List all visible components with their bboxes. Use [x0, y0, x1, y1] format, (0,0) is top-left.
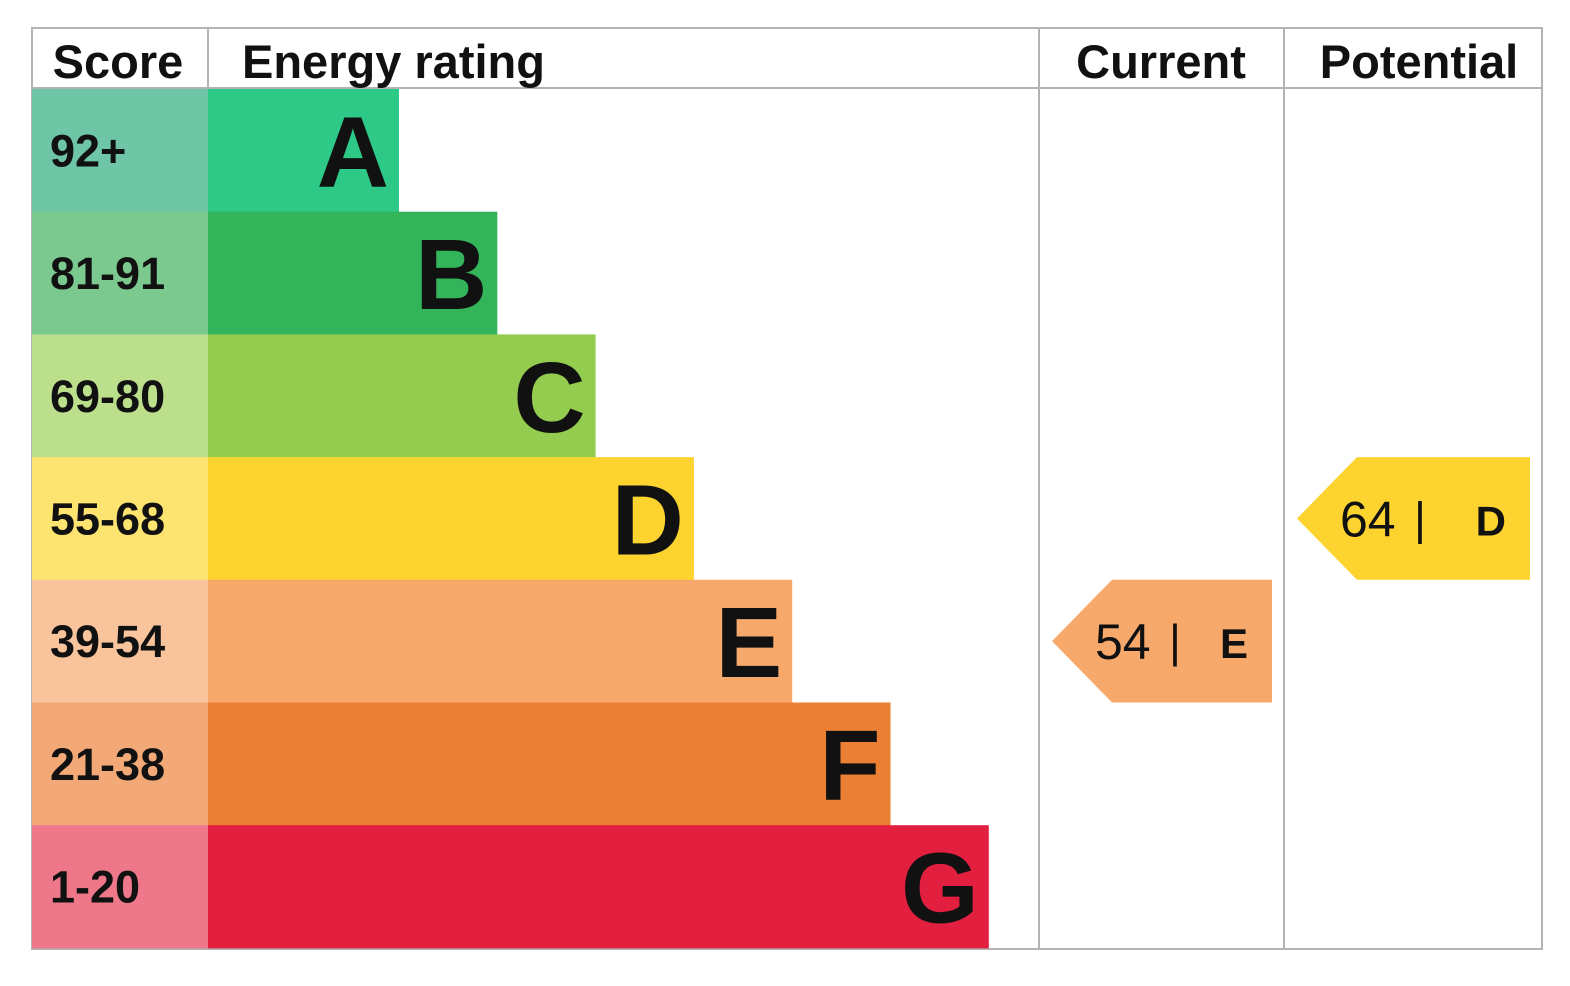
band-letter-c: C	[513, 342, 585, 454]
current-rating-letter: E	[1220, 620, 1248, 667]
band-bar-g	[208, 825, 989, 949]
score-cell-b	[32, 211, 208, 335]
score-cell-d	[32, 457, 208, 581]
score-cell-a	[32, 89, 208, 213]
potential-score-value: 64	[1340, 491, 1396, 547]
rating-bands: 92+ A 81-91 B 69-80 C 55-68 D 39-54 E 21-38 F 1-20 G	[32, 89, 989, 949]
score-label-d: 55-68	[50, 493, 165, 544]
score-label-a: 92+	[50, 125, 126, 176]
band-bar-f	[208, 702, 891, 826]
score-cell-c	[32, 334, 208, 458]
band-letter-d: D	[612, 464, 684, 576]
band-letter-b: B	[415, 219, 487, 331]
potential-indicator-arrow	[1297, 457, 1530, 580]
score-cell-g	[32, 825, 208, 949]
current-rating-indicator: 54 | E	[1052, 579, 1272, 703]
band-letter-g: G	[901, 833, 979, 945]
band-bar-c	[208, 334, 596, 458]
score-label-g: 1-20	[50, 862, 140, 913]
score-cell-f	[32, 702, 208, 826]
band-letter-a: A	[317, 96, 389, 208]
rating-indicators: 54 | E 64 | D	[1052, 457, 1530, 703]
score-cell-e	[32, 579, 208, 703]
band-bar-b	[208, 211, 498, 335]
potential-rating-letter: D	[1476, 497, 1506, 544]
potential-separator: |	[1414, 492, 1426, 544]
band-letter-e: E	[715, 587, 782, 699]
header-current: Current	[1076, 35, 1246, 88]
header-potential: Potential	[1320, 35, 1518, 88]
score-label-e: 39-54	[50, 616, 165, 667]
potential-rating-indicator: 64 | D	[1297, 457, 1530, 580]
band-bar-d	[208, 457, 694, 581]
score-label-b: 81-91	[50, 248, 165, 299]
band-bar-a	[208, 89, 399, 213]
header-energy-rating: Energy rating	[242, 35, 545, 88]
current-indicator-arrow	[1052, 579, 1272, 703]
current-score-value: 54	[1095, 614, 1151, 670]
score-label-f: 21-38	[50, 739, 165, 790]
band-bar-e	[208, 579, 793, 703]
score-label-c: 69-80	[50, 371, 165, 422]
band-letter-f: F	[819, 710, 880, 822]
header-score: Score	[53, 35, 184, 88]
current-separator: |	[1169, 615, 1181, 667]
